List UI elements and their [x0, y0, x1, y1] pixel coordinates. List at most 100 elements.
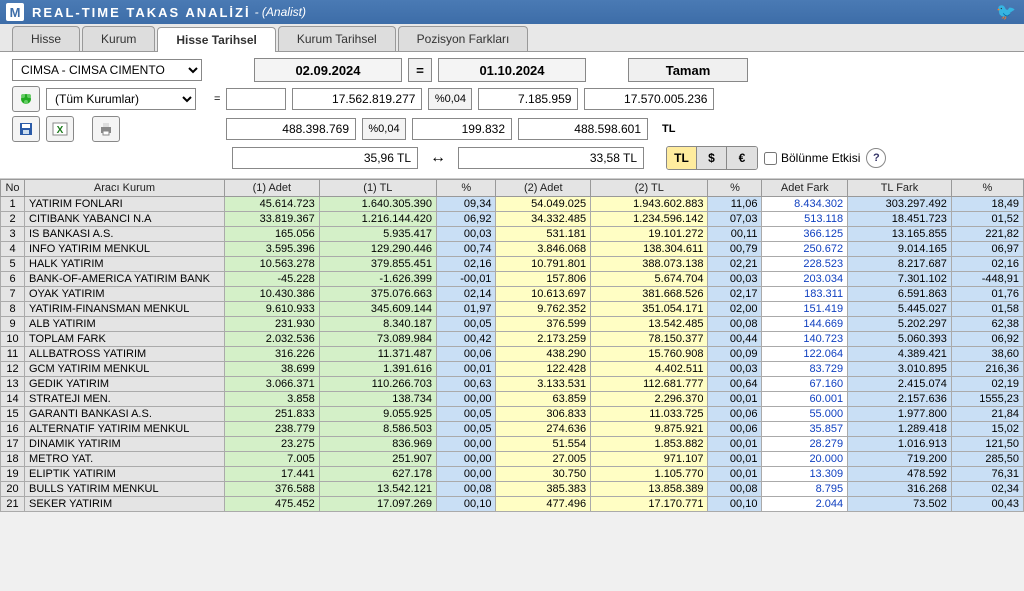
refresh-icon[interactable]: [12, 86, 40, 112]
cell-p1: 00,00: [437, 437, 496, 452]
cell-tf: 2.415.074: [848, 377, 952, 392]
table-row[interactable]: 11ALLBATROSS YATIRIM316.22611.371.48700,…: [1, 347, 1024, 362]
cell-tf: 4.389.421: [848, 347, 952, 362]
cell-c1a: 2.032.536: [225, 332, 320, 347]
price-2: [458, 147, 644, 169]
tab-kurum-tarihsel[interactable]: Kurum Tarihsel: [278, 26, 396, 51]
cell-c1t: 8.340.187: [319, 317, 436, 332]
table-row[interactable]: 5HALK YATIRIM10.563.278379.855.45102,161…: [1, 257, 1024, 272]
cell-c2a: 54.049.025: [496, 197, 591, 212]
cell-no: 12: [1, 362, 25, 377]
table-row[interactable]: 1YATIRIM FONLARI45.614.7231.640.305.3900…: [1, 197, 1024, 212]
tab-kurum[interactable]: Kurum: [82, 26, 155, 51]
help-icon[interactable]: ?: [866, 148, 886, 168]
cell-p1: -00,01: [437, 272, 496, 287]
cell-tf: 478.592: [848, 467, 952, 482]
cell-p2: 00,11: [708, 227, 762, 242]
table-row[interactable]: 8YATIRIM-FINANSMAN MENKUL9.610.933345.60…: [1, 302, 1024, 317]
cell-no: 13: [1, 377, 25, 392]
excel-icon[interactable]: X: [46, 116, 74, 142]
table-row[interactable]: 17DINAMIK YATIRIM23.275836.96900,0051.55…: [1, 437, 1024, 452]
cell-c1t: 129.290.446: [319, 242, 436, 257]
cell-af: 35.857: [762, 422, 848, 437]
col-header[interactable]: Aracı Kurum: [25, 180, 225, 197]
split-checkbox[interactable]: Bölünme Etkisi: [764, 151, 860, 165]
cell-af: 366.125: [762, 227, 848, 242]
currency-toggle[interactable]: TL$€: [666, 146, 758, 170]
twitter-icon[interactable]: 🐦: [996, 2, 1018, 22]
col-header[interactable]: (1) TL: [319, 180, 436, 197]
table-row[interactable]: 18METRO YAT.7.005251.90700,0027.005971.1…: [1, 452, 1024, 467]
col-header[interactable]: TL Fark: [848, 180, 952, 197]
cell-pf: 01,76: [951, 287, 1023, 302]
cell-c1t: 13.542.121: [319, 482, 436, 497]
cell-tf: 1.977.800: [848, 407, 952, 422]
cell-c1a: 45.614.723: [225, 197, 320, 212]
table-row[interactable]: 4INFO YATIRIM MENKUL3.595.396129.290.446…: [1, 242, 1024, 257]
table-row[interactable]: 19ELIPTIK YATIRIM17.441627.17800,0030.75…: [1, 467, 1024, 482]
ok-button[interactable]: Tamam: [628, 58, 748, 82]
col-header[interactable]: (2) TL: [591, 180, 708, 197]
currency-$[interactable]: $: [697, 147, 727, 169]
col-header[interactable]: %: [708, 180, 762, 197]
cell-c1a: 165.056: [225, 227, 320, 242]
cell-name: DINAMIK YATIRIM: [25, 437, 225, 452]
cell-c1t: 1.391.616: [319, 362, 436, 377]
tab-hisse[interactable]: Hisse: [12, 26, 80, 51]
cell-af: 60.001: [762, 392, 848, 407]
cell-c2a: 10.613.697: [496, 287, 591, 302]
table-row[interactable]: 20BULLS YATIRIM MENKUL376.58813.542.1210…: [1, 482, 1024, 497]
table-row[interactable]: 10TOPLAM FARK2.032.53673.089.98400,422.1…: [1, 332, 1024, 347]
table-row[interactable]: 16ALTERNATIF YATIRIM MENKUL238.7798.586.…: [1, 422, 1024, 437]
table-row[interactable]: 13GEDIK YATIRIM3.066.371110.266.70300,63…: [1, 377, 1024, 392]
cell-pf: 00,43: [951, 497, 1023, 512]
table-row[interactable]: 2CITIBANK YABANCI N.A33.819.3671.216.144…: [1, 212, 1024, 227]
table-row[interactable]: 14STRATEJI MEN.3.858138.73400,0063.8592.…: [1, 392, 1024, 407]
cell-no: 17: [1, 437, 25, 452]
print-icon[interactable]: [92, 116, 120, 142]
col-header[interactable]: (2) Adet: [496, 180, 591, 197]
cell-c1t: 379.855.451: [319, 257, 436, 272]
sum-1c: [584, 88, 714, 110]
table-row[interactable]: 21SEKER YATIRIM475.45217.097.26900,10477…: [1, 497, 1024, 512]
table-row[interactable]: 3IS BANKASI A.S.165.0565.935.41700,03531…: [1, 227, 1024, 242]
table-row[interactable]: 12GCM YATIRIM MENKUL38.6991.391.61600,01…: [1, 362, 1024, 377]
data-grid[interactable]: NoAracı Kurum(1) Adet(1) TL%(2) Adet(2) …: [0, 179, 1024, 576]
col-header[interactable]: (1) Adet: [225, 180, 320, 197]
tab-hisse-tarihsel[interactable]: Hisse Tarihsel: [157, 27, 275, 52]
cell-c1a: 475.452: [225, 497, 320, 512]
cell-c1t: 138.734: [319, 392, 436, 407]
table-row[interactable]: 9ALB YATIRIM231.9308.340.18700,05376.599…: [1, 317, 1024, 332]
cell-c2t: 4.402.511: [591, 362, 708, 377]
cell-c1a: 38.699: [225, 362, 320, 377]
cell-p1: 00,03: [437, 227, 496, 242]
stock-select[interactable]: CIMSA - CIMSA CIMENTO: [12, 59, 202, 81]
org-select[interactable]: (Tüm Kurumlar): [46, 88, 196, 110]
col-header[interactable]: No: [1, 180, 25, 197]
equal-button[interactable]: =: [408, 58, 432, 82]
equals-label: =: [214, 93, 220, 105]
cell-p2: 11,06: [708, 197, 762, 212]
cell-c1t: 345.609.144: [319, 302, 436, 317]
table-row[interactable]: 6BANK-OF-AMERICA YATIRIM BANK-45.228-1.6…: [1, 272, 1024, 287]
table-row[interactable]: 7OYAK YATIRIM10.430.386375.076.66302,141…: [1, 287, 1024, 302]
currency-€[interactable]: €: [727, 147, 757, 169]
col-header[interactable]: Adet Fark: [762, 180, 848, 197]
cell-af: 8.434.302: [762, 197, 848, 212]
col-header[interactable]: %: [437, 180, 496, 197]
cell-no: 14: [1, 392, 25, 407]
table-row[interactable]: 15GARANTI BANKASI A.S.251.8339.055.92500…: [1, 407, 1024, 422]
tab-pozisyon-farkları[interactable]: Pozisyon Farkları: [398, 26, 529, 51]
col-header[interactable]: %: [951, 180, 1023, 197]
cell-c1a: 9.610.933: [225, 302, 320, 317]
date-to[interactable]: [438, 58, 586, 82]
date-from[interactable]: [254, 58, 402, 82]
currency-TL[interactable]: TL: [667, 147, 697, 169]
save-icon[interactable]: [12, 116, 40, 142]
cell-c2t: 78.150.377: [591, 332, 708, 347]
sum-blank[interactable]: [226, 88, 286, 110]
cell-p2: 00,01: [708, 467, 762, 482]
app-logo: M: [6, 3, 24, 21]
cell-c1t: 375.076.663: [319, 287, 436, 302]
cell-tf: 719.200: [848, 452, 952, 467]
